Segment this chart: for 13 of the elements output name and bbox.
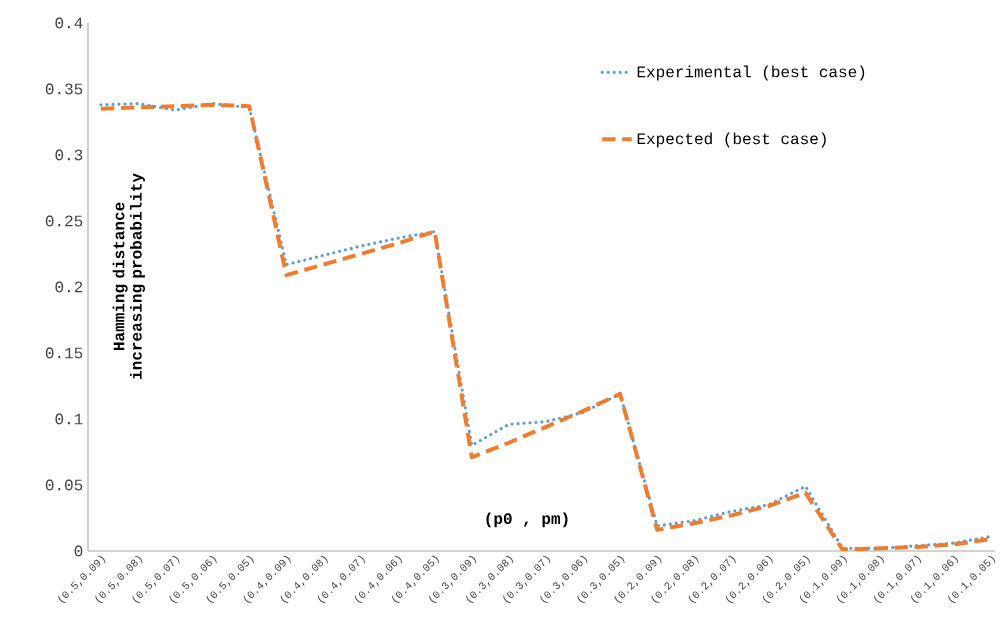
y-tick-label: 0	[74, 545, 83, 557]
y-tick-label: 0.05	[45, 479, 83, 491]
y-tick-label: 0.25	[45, 215, 83, 227]
y-tick-label: 0.1	[55, 413, 83, 425]
y-tick-label: 0.35	[45, 83, 83, 95]
y-tick-label: 0.15	[45, 347, 83, 359]
y-tick-label: 0.3	[55, 149, 83, 161]
legend-label: Expected (best case)	[637, 132, 826, 148]
legend-label: Experimental (best case)	[637, 65, 865, 81]
y-tick-label: 0.2	[55, 281, 83, 293]
y-axis-title: Hamming distance increasing probability	[112, 173, 145, 379]
y-tick-label: 0.4	[55, 17, 83, 29]
x-axis-title: (p0 , pm)	[486, 512, 568, 528]
